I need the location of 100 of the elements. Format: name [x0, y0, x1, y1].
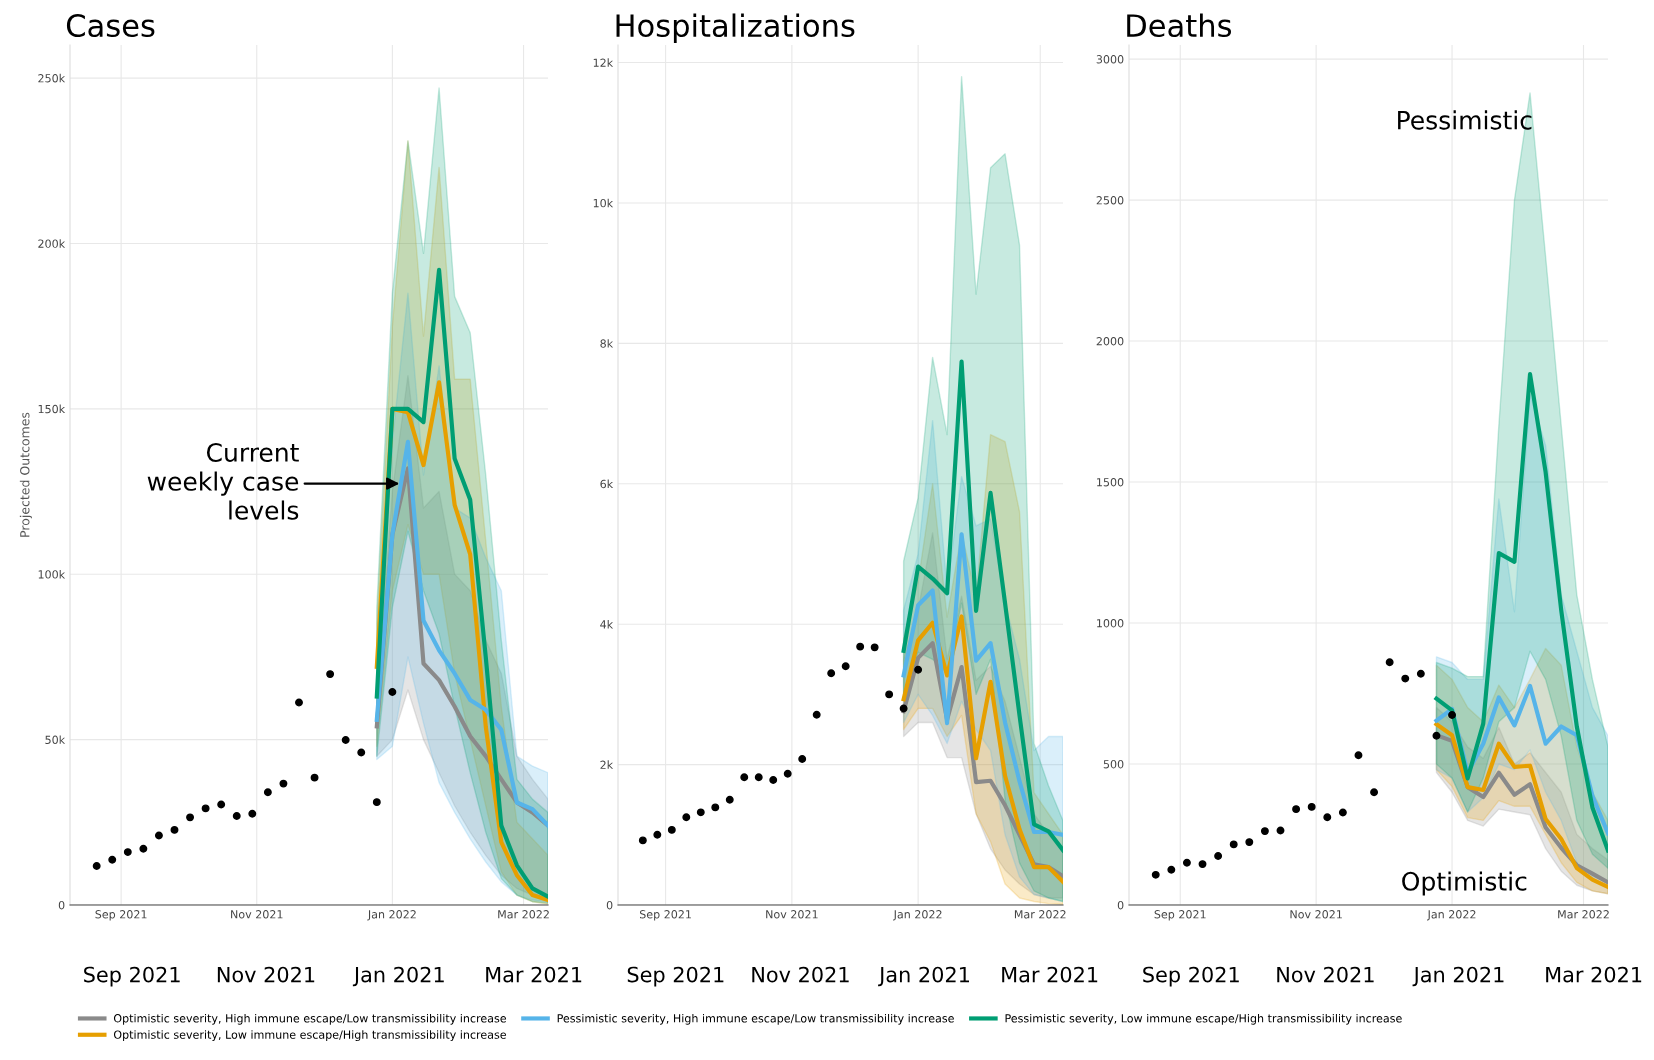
point: [372, 798, 381, 807]
point: [812, 710, 821, 719]
text: Nov 2021: [217, 966, 315, 983]
y-tick-label: 2k: [600, 760, 614, 769]
point: [769, 776, 778, 784]
x-tick-label: Mar 2022: [1014, 910, 1066, 919]
x-tick-label: Mar 2022: [1558, 910, 1609, 919]
point: [1167, 865, 1176, 874]
point: [885, 690, 894, 699]
x-tick-label: Sep 2021: [1154, 910, 1206, 921]
annotation: Current weekly case levels: [147, 443, 299, 520]
point: [388, 688, 397, 696]
point: [1260, 827, 1269, 836]
text: Sep 2021: [627, 966, 724, 987]
point: [711, 803, 720, 812]
text: Nov 2021: [1277, 966, 1374, 983]
text: Mar 2021: [1002, 966, 1098, 983]
line-series: [901, 532, 1063, 837]
annotation: Pessimistic: [1398, 110, 1532, 130]
point: [725, 795, 734, 804]
x-tick-label: Sep 2021: [95, 910, 147, 921]
point: [1292, 805, 1301, 814]
point: [1307, 802, 1316, 811]
point: [1151, 870, 1160, 879]
point: [1245, 838, 1254, 847]
text: Jan 2021: [352, 966, 444, 987]
legend-label: Pessimistic severity, Low immune escape/High transmissibility increase: [1005, 1013, 1402, 1025]
point: [295, 698, 303, 707]
point: [1323, 813, 1332, 822]
x-tick-label: Jan 2022: [367, 910, 416, 921]
point: [856, 642, 865, 651]
text: Jan 2021: [1412, 966, 1504, 987]
point: [783, 769, 792, 778]
y-tick-label: 1000: [1097, 619, 1124, 628]
point: [1370, 788, 1379, 797]
chart-title: Deaths: [1127, 13, 1232, 38]
point: [186, 813, 195, 822]
point: [123, 848, 132, 857]
y-tick-label: 12k: [593, 58, 614, 67]
point: [1338, 808, 1347, 817]
point: [217, 800, 226, 809]
y-tick-label: 8k: [600, 339, 614, 348]
point: [232, 812, 241, 820]
chart-title: Hospitalizations: [616, 13, 855, 44]
point: [1214, 851, 1223, 860]
text: Mar 2021: [486, 966, 582, 983]
y-axis-title: Projected Outcomes: [19, 412, 32, 537]
point: [310, 773, 319, 782]
x-tick-label: Nov 2021: [766, 910, 818, 919]
point: [827, 669, 836, 678]
point: [1276, 826, 1285, 835]
point: [1198, 860, 1207, 869]
point: [92, 862, 101, 870]
line-series: [901, 359, 1063, 853]
point: [170, 825, 179, 834]
point: [638, 836, 647, 845]
point: [696, 808, 705, 817]
point: [653, 830, 662, 839]
point: [682, 813, 691, 822]
y-tick-label: 2500: [1096, 196, 1124, 205]
x-tick-label: Jan 2022: [1427, 910, 1476, 921]
y-tick-label: 1500: [1097, 478, 1124, 487]
point: [139, 844, 148, 853]
point: [326, 670, 335, 679]
x-tick-label: Nov 2021: [1290, 910, 1342, 919]
point: [1229, 840, 1238, 849]
legend-label: Optimistic severity, Low immune escape/High transmissibility increase: [113, 1030, 507, 1041]
x-tick-label: Mar 2022: [498, 910, 549, 919]
text: Jan 2021: [878, 966, 969, 987]
point: [154, 831, 163, 840]
point: [914, 665, 923, 674]
y-tick-label: 4k: [600, 619, 614, 629]
point: [1401, 674, 1410, 683]
y-tick-label: 2000: [1096, 337, 1124, 346]
point: [248, 809, 257, 818]
y-tick-label: 100k: [38, 570, 66, 579]
text: Sep 2021: [1143, 966, 1239, 987]
point: [1182, 858, 1191, 867]
text: Sep 2021: [84, 966, 180, 987]
y-tick-label: 50k: [45, 735, 66, 744]
y-tick-label: 0: [58, 900, 65, 910]
chart-title: Cases: [66, 13, 155, 38]
y-tick-label: 250k: [38, 73, 66, 83]
point: [667, 825, 676, 834]
legend-label: Pessimistic severity, High immune escape/Low transmissibility increase: [557, 1013, 954, 1025]
point: [263, 788, 272, 797]
x-tick-label: Sep 2021: [639, 910, 691, 921]
y-tick-label: 200k: [38, 239, 66, 248]
x-tick-label: Jan 2022: [893, 910, 942, 921]
point: [1385, 658, 1394, 667]
point: [341, 735, 350, 744]
y-tick-label: 6k: [600, 479, 614, 489]
point: [1416, 669, 1425, 678]
y-tick-label: 0: [606, 900, 613, 910]
point: [279, 779, 288, 788]
point: [798, 755, 807, 763]
y-tick-label: 150k: [38, 404, 66, 414]
point: [201, 804, 210, 813]
point: [1432, 731, 1441, 740]
point: [357, 748, 366, 757]
